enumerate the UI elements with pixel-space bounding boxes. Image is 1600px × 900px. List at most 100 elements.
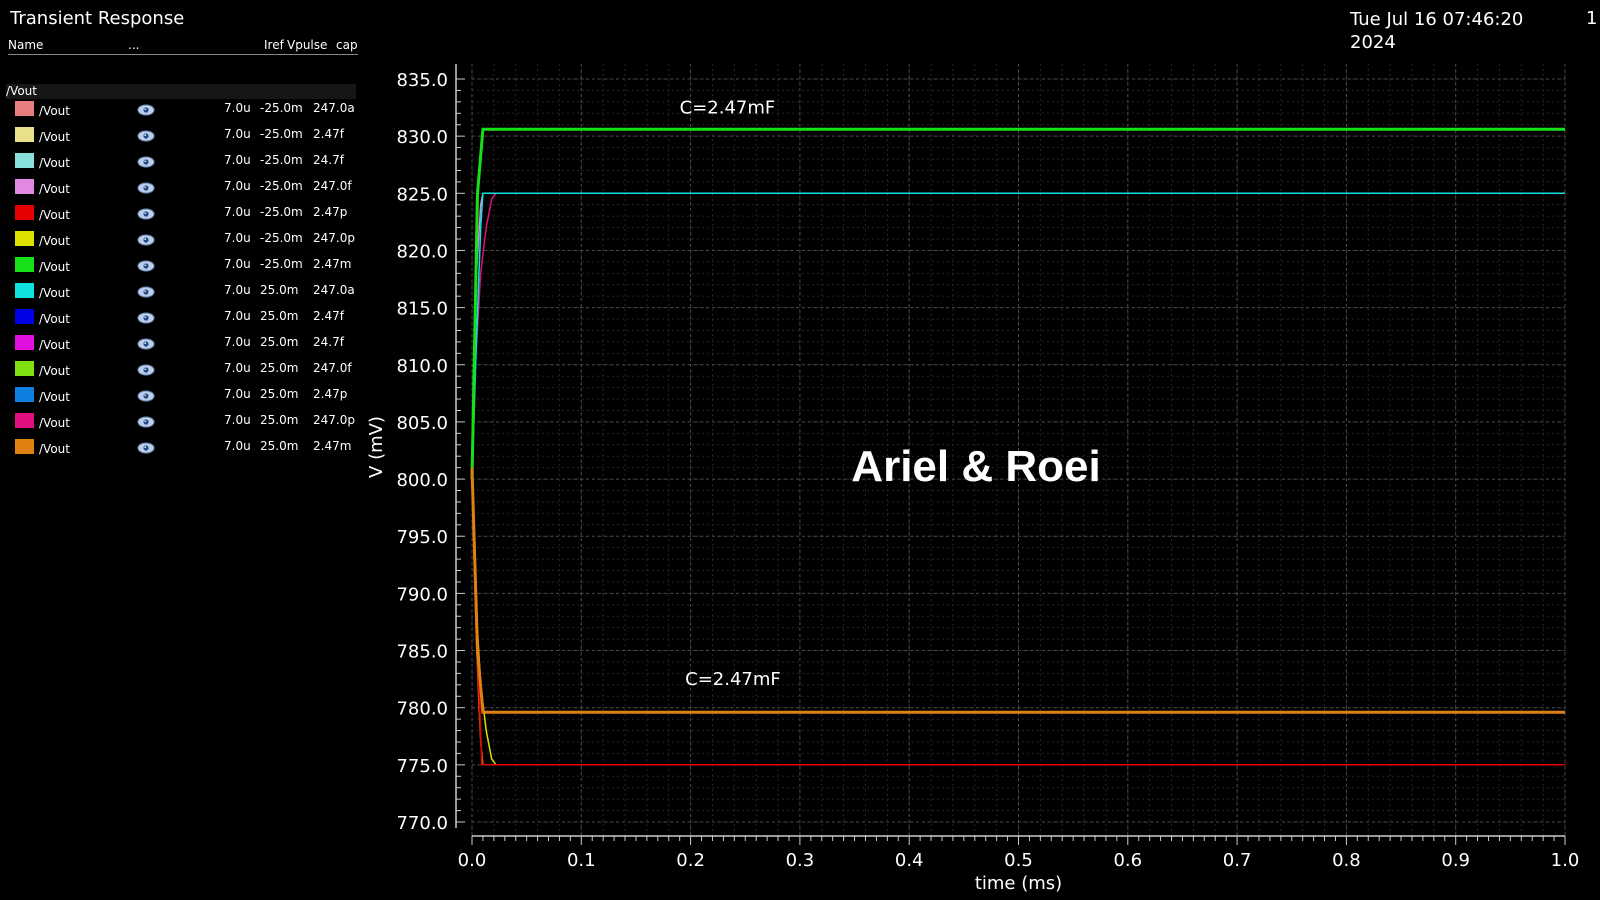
legend-swatch[interactable] — [15, 309, 34, 324]
legend-item-name: /Vout — [39, 104, 70, 118]
legend-item[interactable]: /Vout 7.0u -25.0m 247.0f — [0, 179, 360, 199]
legend-item[interactable]: /Vout 7.0u 25.0m 2.47p — [0, 387, 360, 407]
legend-item[interactable]: /Vout 7.0u 25.0m 247.0f — [0, 361, 360, 381]
x-axis-label: time (ms) — [975, 873, 1062, 894]
legend-col-cap[interactable]: cap — [336, 38, 358, 52]
legend-item[interactable]: /Vout 7.0u 25.0m 24.7f — [0, 335, 360, 355]
visibility-eye-icon[interactable] — [137, 390, 155, 402]
legend-col-name[interactable]: Name — [8, 38, 44, 52]
legend-item-vpulse: 25.0m — [260, 335, 299, 349]
y-tick-label: 795.0 — [396, 527, 448, 548]
legend-item[interactable]: /Vout 7.0u -25.0m 2.47f — [0, 127, 360, 147]
series-line — [470, 127, 1565, 480]
legend-group-vout[interactable]: /Vout — [6, 84, 356, 99]
legend-col-iref[interactable]: Iref — [264, 38, 284, 52]
visibility-eye-icon[interactable] — [137, 130, 155, 142]
legend-swatch[interactable] — [15, 413, 34, 428]
y-tick-label: 805.0 — [396, 413, 448, 434]
legend-swatch[interactable] — [15, 387, 34, 402]
legend-item-vpulse: -25.0m — [260, 153, 303, 167]
legend-item-iref: 7.0u — [224, 283, 251, 297]
legend-item-name: /Vout — [39, 416, 70, 430]
visibility-eye-icon[interactable] — [137, 364, 155, 376]
legend-item-name: /Vout — [39, 312, 70, 326]
visibility-eye-icon[interactable] — [137, 182, 155, 194]
legend-item[interactable]: /Vout 7.0u -25.0m 24.7f — [0, 153, 360, 173]
visibility-eye-icon[interactable] — [137, 338, 155, 350]
visibility-eye-icon[interactable] — [137, 208, 155, 220]
legend-item-name: /Vout — [39, 208, 70, 222]
legend-header: Name ... Iref Vpulse cap — [8, 38, 358, 55]
legend-item-cap: 2.47f — [313, 309, 344, 323]
visibility-eye-icon[interactable] — [137, 442, 155, 454]
visibility-eye-icon[interactable] — [137, 286, 155, 298]
y-tick-label: 835.0 — [396, 70, 448, 91]
legend-item-name: /Vout — [39, 364, 70, 378]
legend-swatch[interactable] — [15, 361, 34, 376]
legend-item-cap: 24.7f — [313, 335, 344, 349]
visibility-eye-icon[interactable] — [137, 234, 155, 246]
x-tick-label: 0.1 — [567, 850, 596, 871]
visibility-eye-icon[interactable] — [137, 312, 155, 324]
legend-item-name: /Vout — [39, 442, 70, 456]
legend-item-iref: 7.0u — [224, 101, 251, 115]
y-tick-label: 785.0 — [396, 642, 448, 663]
legend-item[interactable]: /Vout 7.0u -25.0m 2.47p — [0, 205, 360, 225]
y-tick-label: 810.0 — [396, 356, 448, 377]
legend-item-cap: 2.47p — [313, 387, 348, 401]
y-tick-label: 775.0 — [396, 756, 448, 777]
legend-swatch[interactable] — [15, 153, 34, 168]
y-tick-label: 800.0 — [396, 470, 448, 491]
legend-item-iref: 7.0u — [224, 361, 251, 375]
x-tick-label: 0.6 — [1113, 850, 1142, 871]
legend-item-iref: 7.0u — [224, 439, 251, 453]
visibility-eye-icon[interactable] — [137, 416, 155, 428]
legend-item[interactable]: /Vout 7.0u 25.0m 2.47m — [0, 439, 360, 459]
legend-col-vpulse[interactable]: Vpulse — [287, 38, 328, 52]
visibility-eye-icon[interactable] — [137, 156, 155, 168]
legend-item-cap: 247.0a — [313, 283, 355, 297]
legend-item[interactable]: /Vout 7.0u -25.0m 247.0p — [0, 231, 360, 251]
legend-item-iref: 7.0u — [224, 205, 251, 219]
legend-item-iref: 7.0u — [224, 179, 251, 193]
x-tick-label: 0.0 — [458, 850, 487, 871]
legend-item-iref: 7.0u — [224, 309, 251, 323]
legend-item-vpulse: -25.0m — [260, 179, 303, 193]
legend-col-more[interactable]: ... — [128, 38, 140, 52]
legend-item[interactable]: /Vout 7.0u -25.0m 2.47m — [0, 257, 360, 277]
legend-item-name: /Vout — [39, 260, 70, 274]
legend-swatch[interactable] — [15, 127, 34, 142]
legend-item-vpulse: -25.0m — [260, 127, 303, 141]
visibility-eye-icon[interactable] — [137, 260, 155, 272]
legend-item[interactable]: /Vout 7.0u 25.0m 247.0p — [0, 413, 360, 433]
visibility-eye-icon[interactable] — [137, 104, 155, 116]
legend-swatch[interactable] — [15, 439, 34, 454]
legend-item[interactable]: /Vout 7.0u -25.0m 247.0a — [0, 101, 360, 121]
legend-swatch[interactable] — [15, 231, 34, 246]
legend-swatch[interactable] — [15, 335, 34, 350]
legend-item-name: /Vout — [39, 234, 70, 248]
legend-item[interactable]: /Vout 7.0u 25.0m 247.0a — [0, 283, 360, 303]
x-tick-label: 0.4 — [895, 850, 924, 871]
legend-item-iref: 7.0u — [224, 257, 251, 271]
legend-item-vpulse: -25.0m — [260, 205, 303, 219]
legend-swatch[interactable] — [15, 179, 34, 194]
legend-item[interactable]: /Vout 7.0u 25.0m 2.47f — [0, 309, 360, 329]
legend-swatch[interactable] — [15, 101, 34, 116]
legend-swatch[interactable] — [15, 205, 34, 220]
legend-swatch[interactable] — [15, 257, 34, 272]
x-tick-label: 0.9 — [1441, 850, 1470, 871]
legend-item-cap: 247.0a — [313, 101, 355, 115]
x-tick-label: 0.2 — [676, 850, 705, 871]
legend-item-vpulse: -25.0m — [260, 231, 303, 245]
legend-item-vpulse: -25.0m — [260, 257, 303, 271]
legend-item-vpulse: -25.0m — [260, 101, 303, 115]
x-tick-label: 0.7 — [1223, 850, 1252, 871]
legend-item-cap: 24.7f — [313, 153, 344, 167]
legend-item-name: /Vout — [39, 390, 70, 404]
legend-item-name: /Vout — [39, 156, 70, 170]
legend-item-name: /Vout — [39, 338, 70, 352]
legend-swatch[interactable] — [15, 283, 34, 298]
legend-item-iref: 7.0u — [224, 413, 251, 427]
